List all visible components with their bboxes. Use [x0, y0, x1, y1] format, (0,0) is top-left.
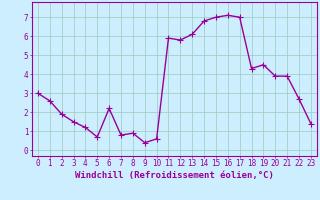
X-axis label: Windchill (Refroidissement éolien,°C): Windchill (Refroidissement éolien,°C) [75, 171, 274, 180]
